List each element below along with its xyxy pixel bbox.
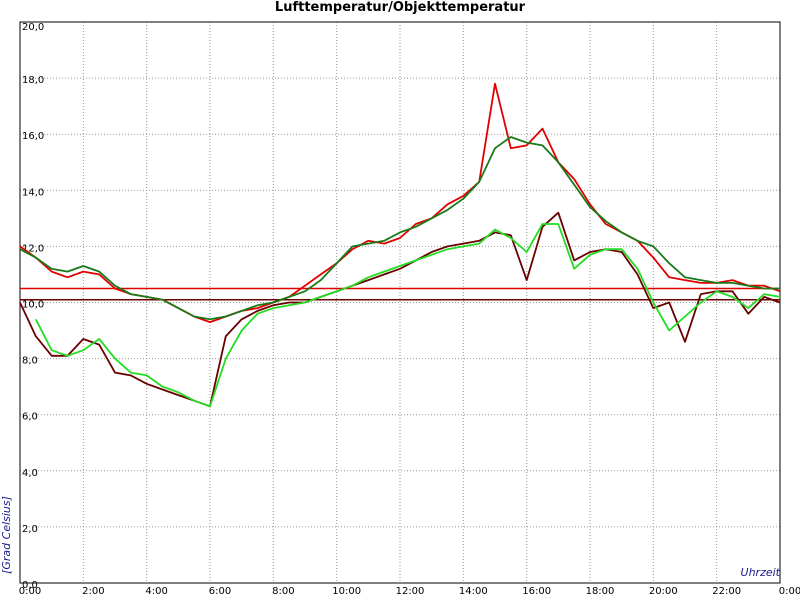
x-tick-label: 2:00 (82, 586, 104, 597)
x-tick-label: 12:00 (396, 586, 425, 597)
y-tick-label: 6,0 (22, 412, 38, 423)
y-tick-label: 8,0 (22, 356, 38, 367)
y-tick-label: 10,0 (22, 300, 44, 311)
data-line (34, 223, 781, 408)
x-tick-label: 18:00 (586, 586, 615, 597)
x-tick-label: 8:00 (272, 586, 294, 597)
x-tick-label: 16:00 (522, 586, 551, 597)
x-tick-label: 0:00 (19, 586, 41, 597)
x-tick-label: 0:00 (779, 586, 800, 597)
x-tick-label: 6:00 (209, 586, 231, 597)
y-tick-label: 4,0 (22, 468, 38, 479)
x-tick-label: 10:00 (332, 586, 361, 597)
y-tick-label: 20,0 (22, 22, 44, 33)
data-line (19, 211, 781, 408)
y-tick-label: 16,0 (22, 131, 44, 142)
y-tick-label: 12,0 (22, 243, 44, 254)
y-tick-label: 0,0 (22, 580, 38, 591)
chart-title: Lufttemperatur/Objekttemperatur (275, 0, 526, 15)
x-tick-label: 14:00 (459, 586, 488, 597)
y-tick-label: 14,0 (22, 187, 44, 198)
y-axis-label: [Grad Celsius] (0, 496, 13, 574)
y-tick-label: 2,0 (22, 524, 38, 535)
data-line (19, 136, 780, 321)
x-tick-label: 4:00 (145, 586, 167, 597)
x-axis-label: Uhrzeit (741, 566, 781, 579)
x-tick-label: 22:00 (712, 586, 741, 597)
x-tick-label: 20:00 (649, 586, 678, 597)
y-tick-label: 18,0 (22, 75, 44, 86)
